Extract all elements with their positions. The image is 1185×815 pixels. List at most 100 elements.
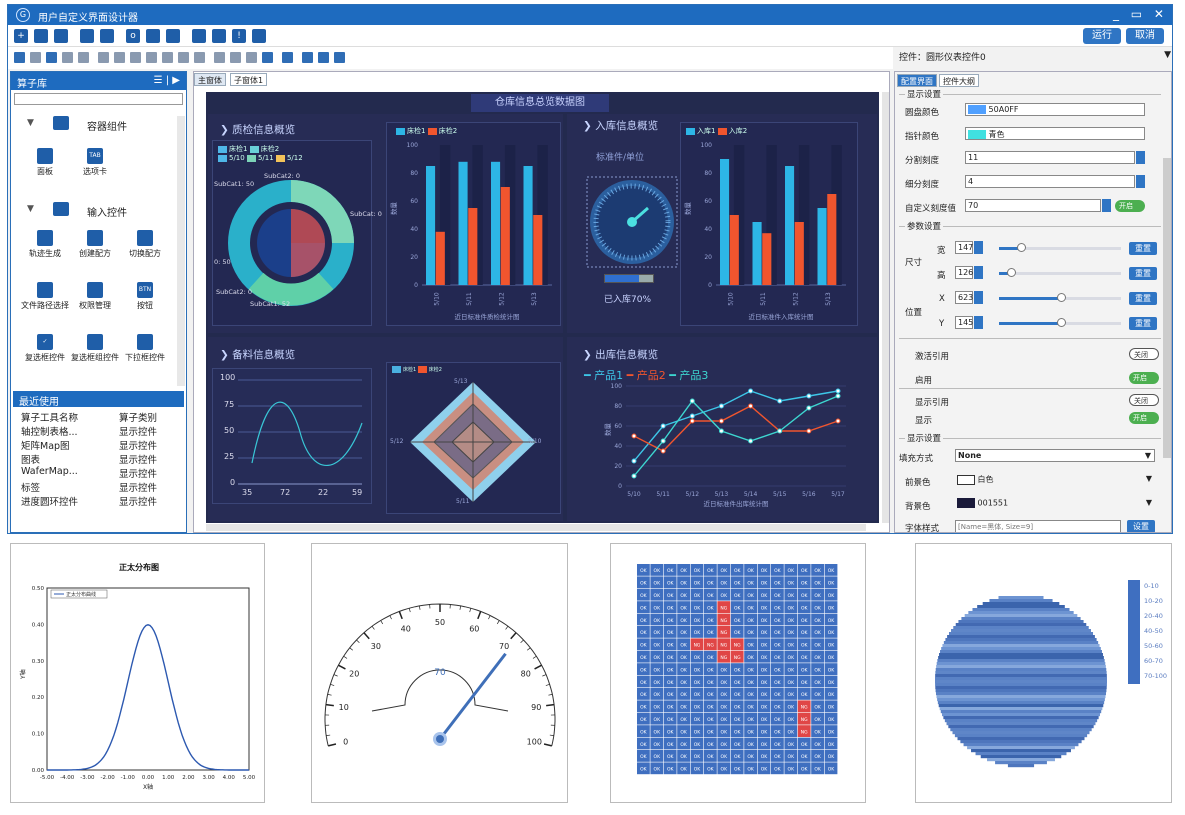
minor-tick-spinner[interactable]	[1136, 175, 1145, 188]
run-button[interactable]: 运行	[1083, 28, 1121, 44]
grid-icon[interactable]	[252, 29, 266, 43]
display-ref-toggle[interactable]: 关闭	[1129, 394, 1159, 406]
library-scrollbar[interactable]	[177, 116, 185, 386]
display-toggle[interactable]: 开启	[1129, 412, 1159, 424]
bg-select[interactable]: 001551 ▼	[955, 497, 1155, 510]
new-icon[interactable]: +	[14, 29, 28, 43]
ctl-file-path[interactable]: 文件路径选择	[19, 282, 71, 310]
device-icon[interactable]	[100, 29, 114, 43]
distribute-h-icon[interactable]	[178, 52, 189, 63]
ctl-tab[interactable]: TAB 选项卡	[69, 148, 121, 176]
tab-sub-form[interactable]: 子窗体1	[230, 73, 268, 86]
tab-config[interactable]: 配置界面	[897, 74, 937, 87]
same-width-icon[interactable]	[214, 52, 225, 63]
y-spinner[interactable]	[974, 316, 983, 329]
section-inputs[interactable]: ▼ 输入控件	[21, 200, 171, 222]
paste-icon[interactable]	[46, 52, 57, 63]
redo-icon[interactable]	[78, 52, 89, 63]
height-slider[interactable]	[999, 268, 1121, 277]
fg-select[interactable]: 白色 ▼	[955, 473, 1155, 486]
ctl-button[interactable]: BTN 按钮	[119, 282, 171, 310]
major-tick-spinner[interactable]	[1136, 151, 1145, 164]
clear-icon[interactable]	[334, 52, 345, 63]
open-folder-icon[interactable]	[34, 29, 48, 43]
x-reset-button[interactable]: 重置	[1129, 292, 1157, 305]
send-back-icon[interactable]	[282, 52, 293, 63]
save-icon[interactable]	[54, 29, 68, 43]
tab-outline[interactable]: 控件大纲	[939, 74, 979, 87]
fill-select[interactable]: None ▼	[955, 449, 1155, 462]
font-input[interactable]: [Name=黑体, Size=9]	[955, 520, 1121, 532]
custom-tick-toggle[interactable]: 开启	[1115, 200, 1145, 212]
canvas-v-scrollbar[interactable]	[882, 92, 889, 523]
module-icon[interactable]	[80, 29, 94, 43]
width-spinner[interactable]	[974, 241, 983, 254]
export-icon[interactable]	[166, 29, 180, 43]
y-input[interactable]: 145	[955, 316, 973, 329]
control-selector[interactable]: 控件：圆形仪表控件0 ▼	[896, 47, 1172, 65]
major-tick-input[interactable]: 11	[965, 151, 1135, 164]
props-scrollbar[interactable]	[1163, 158, 1171, 458]
collapse-icon[interactable]: ☰ | ▶	[153, 75, 180, 86]
y-slider[interactable]	[999, 318, 1121, 327]
x-spinner[interactable]	[974, 291, 983, 304]
ctl-dropdown[interactable]: 下拉框控件	[119, 334, 171, 362]
width-reset-button[interactable]: 重置	[1129, 242, 1157, 255]
ctl-permission[interactable]: 权限管理	[69, 282, 121, 310]
distribute-v-icon[interactable]	[194, 52, 205, 63]
ctl-switch-recipe[interactable]: 切换配方	[119, 230, 171, 258]
same-size-icon[interactable]	[246, 52, 257, 63]
slider-handle[interactable]	[1007, 268, 1016, 277]
enable-toggle[interactable]: 开启	[1129, 372, 1159, 384]
section-containers[interactable]: ▼ 容器组件	[21, 114, 171, 136]
window-controls[interactable]: _ ▭ ✕	[1112, 7, 1168, 21]
table-row[interactable]: 进度圆环控件 显示控件	[19, 493, 183, 508]
ctl-panel[interactable]: 面板	[19, 148, 71, 176]
align-top-icon[interactable]	[130, 52, 141, 63]
warning-icon[interactable]: !	[232, 29, 246, 43]
y-reset-button[interactable]: 重置	[1129, 317, 1157, 330]
height-spinner[interactable]	[974, 266, 983, 279]
minor-tick-input[interactable]: 4	[965, 175, 1135, 188]
align-center-icon[interactable]	[114, 52, 125, 63]
delete-icon[interactable]	[318, 52, 329, 63]
eye-icon[interactable]: o	[126, 29, 140, 43]
table-row[interactable]: WaferMap... 显示控件	[19, 465, 183, 480]
canvas-h-scrollbar[interactable]	[206, 524, 866, 531]
x-input[interactable]: 623	[955, 291, 973, 304]
bring-front-icon[interactable]	[262, 52, 273, 63]
table-row[interactable]: 标签 显示控件	[19, 479, 183, 494]
same-height-icon[interactable]	[230, 52, 241, 63]
share-icon[interactable]	[146, 29, 160, 43]
tab-main-form[interactable]: 主窗体	[194, 73, 226, 86]
align-bottom-icon[interactable]	[146, 52, 157, 63]
align-left-icon[interactable]	[98, 52, 109, 63]
custom-tick-input[interactable]: 70	[965, 199, 1101, 212]
activate-ref-toggle[interactable]: 关闭	[1129, 348, 1159, 360]
cancel-button[interactable]: 取消	[1126, 28, 1164, 44]
undo-icon[interactable]	[62, 52, 73, 63]
table-row[interactable]: 图表 显示控件	[19, 451, 183, 466]
ctl-create-recipe[interactable]: 创建配方	[69, 230, 121, 258]
height-input[interactable]: 126	[955, 266, 973, 279]
lock-icon[interactable]	[302, 52, 313, 63]
ctl-checkbox[interactable]: ✓ 复选框控件	[19, 334, 71, 362]
dial-color-select[interactable]: 50A0FF	[965, 103, 1145, 116]
slider-handle[interactable]	[1057, 318, 1066, 327]
slider-handle[interactable]	[1017, 243, 1026, 252]
table-row[interactable]: 轴控制表格... 显示控件	[19, 423, 183, 438]
width-slider[interactable]	[999, 243, 1121, 252]
library-search-input[interactable]	[14, 93, 183, 105]
ctl-checkbox-group[interactable]: 复选框组控件	[69, 334, 121, 362]
print-preview-icon[interactable]	[212, 29, 226, 43]
font-set-button[interactable]: 设置	[1127, 520, 1155, 532]
table-row[interactable]: 矩阵Map图 显示控件	[19, 437, 183, 452]
height-reset-button[interactable]: 重置	[1129, 267, 1157, 280]
print-icon[interactable]	[192, 29, 206, 43]
align-middle-icon[interactable]	[162, 52, 173, 63]
custom-tick-spinner[interactable]	[1102, 199, 1111, 212]
cut-icon[interactable]	[30, 52, 41, 63]
width-input[interactable]: 147	[955, 241, 973, 254]
x-slider[interactable]	[999, 293, 1121, 302]
needle-color-select[interactable]: 青色	[965, 127, 1145, 140]
